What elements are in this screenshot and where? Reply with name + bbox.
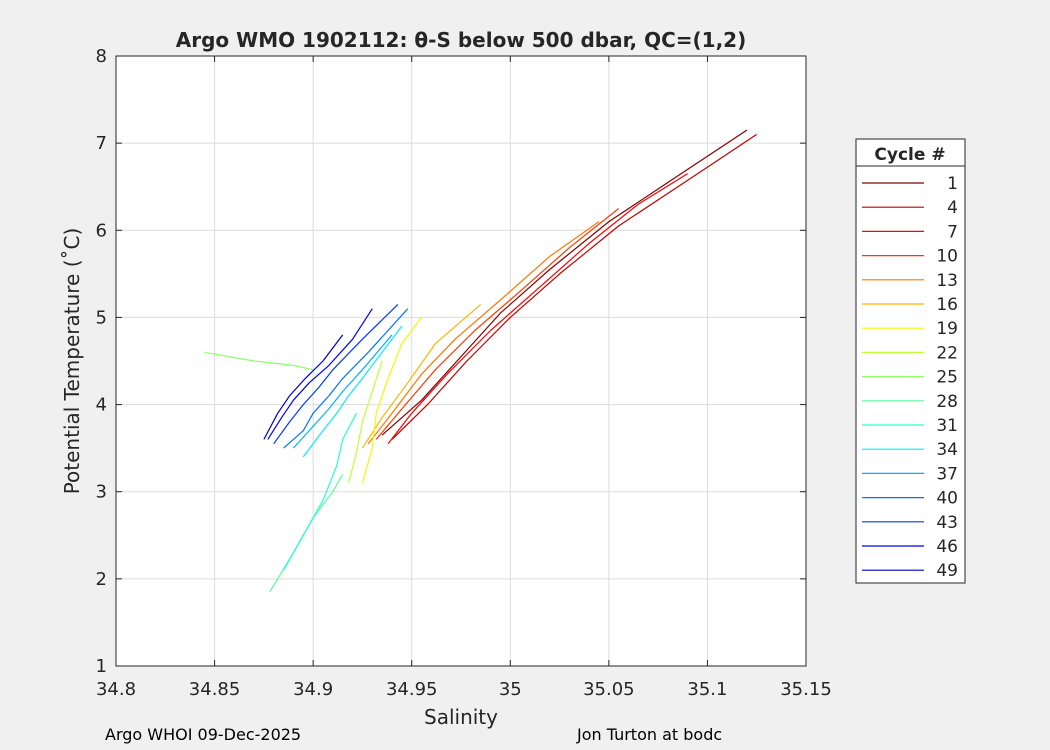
series-line-cycle-1 — [381, 129, 748, 436]
axis-ticks: 34.8 34.85 34.9 34.95 35 35.05 35.1 35.15 1 2 3 4 5 6… — [96, 46, 832, 700]
y-tick-label: 8 — [96, 46, 107, 67]
series-line-cycle-16 — [361, 303, 482, 449]
legend-label-cycle-31: 31 — [936, 416, 958, 436]
legend: Cycle # 1 4 7 10 13 16 19 22 25 28 31 34 37 40 43 46 49 — [855, 138, 966, 584]
series-line-cycle-7 — [387, 173, 689, 445]
legend-label-cycle-37: 37 — [936, 464, 958, 484]
legend-label-cycle-16: 16 — [936, 295, 958, 315]
x-tick-label: 35.15 — [780, 679, 832, 700]
grid — [116, 56, 806, 666]
x-tick-label: 35.1 — [687, 679, 727, 700]
legend-label-cycle-10: 10 — [936, 247, 958, 267]
legend-box — [855, 138, 966, 584]
series-line-cycle-49 — [263, 334, 344, 440]
legend-label-cycle-43: 43 — [936, 513, 958, 533]
footer-right: Jon Turton at bodc — [577, 725, 723, 744]
y-tick-label: 6 — [96, 220, 107, 241]
series-line-cycle-34 — [302, 325, 403, 458]
x-tick-label: 35 — [499, 679, 522, 700]
legend-label-cycle-46: 46 — [936, 537, 958, 557]
x-tick-label: 34.8 — [96, 679, 136, 700]
legend-label-cycle-22: 22 — [936, 343, 958, 363]
series-line-cycle-19 — [361, 317, 423, 484]
chart-title: Argo WMO 1902112: θ-S below 500 dbar, QC… — [176, 28, 746, 52]
y-tick-label: 7 — [96, 133, 107, 154]
x-tick-label: 34.85 — [189, 679, 241, 700]
y-axis-label: Potential Temperature (˚C) — [60, 228, 84, 495]
legend-label-cycle-13: 13 — [936, 271, 958, 291]
x-tick-label: 34.9 — [293, 679, 333, 700]
legend-label-cycle-19: 19 — [936, 319, 958, 339]
legend-label-cycle-28: 28 — [936, 392, 958, 412]
y-tick-label: 2 — [96, 569, 107, 590]
series-line-cycle-40 — [283, 308, 409, 449]
series-line-cycle-4 — [391, 133, 758, 440]
plot-frame — [115, 55, 807, 667]
legend-label-cycle-25: 25 — [936, 368, 958, 388]
series-line-cycle-22 — [348, 360, 383, 484]
legend-label-cycle-34: 34 — [936, 440, 958, 460]
series-line-cycle-31 — [283, 413, 358, 571]
legend-title: Cycle # — [874, 145, 945, 165]
legend-label-cycle-1: 1 — [947, 174, 958, 194]
y-tick-label: 4 — [96, 395, 107, 416]
plot-series — [204, 129, 758, 593]
x-tick-label: 34.95 — [386, 679, 438, 700]
series-line-cycle-46 — [267, 308, 373, 440]
legend-label-cycle-40: 40 — [936, 489, 958, 509]
y-tick-label: 1 — [96, 656, 107, 677]
x-axis-label: Salinity — [424, 705, 498, 729]
legend-label-cycle-4: 4 — [947, 198, 958, 218]
series-line-cycle-25 — [204, 351, 314, 371]
series-line-cycle-10 — [375, 208, 620, 440]
footer-left: Argo WHOI 09-Dec-2025 — [105, 725, 302, 744]
x-tick-label: 35.05 — [583, 679, 635, 700]
y-tick-label: 3 — [96, 482, 107, 503]
series-line-cycle-13 — [367, 221, 600, 445]
series-line-cycle-43 — [273, 303, 399, 445]
legend-entries: 1 4 7 10 13 16 19 22 25 28 31 34 37 40 43 46 49 — [862, 174, 958, 581]
legend-label-cycle-7: 7 — [947, 222, 958, 242]
y-tick-label: 5 — [96, 307, 107, 328]
series-line-cycle-37 — [292, 334, 393, 449]
legend-label-cycle-49: 49 — [936, 561, 958, 581]
